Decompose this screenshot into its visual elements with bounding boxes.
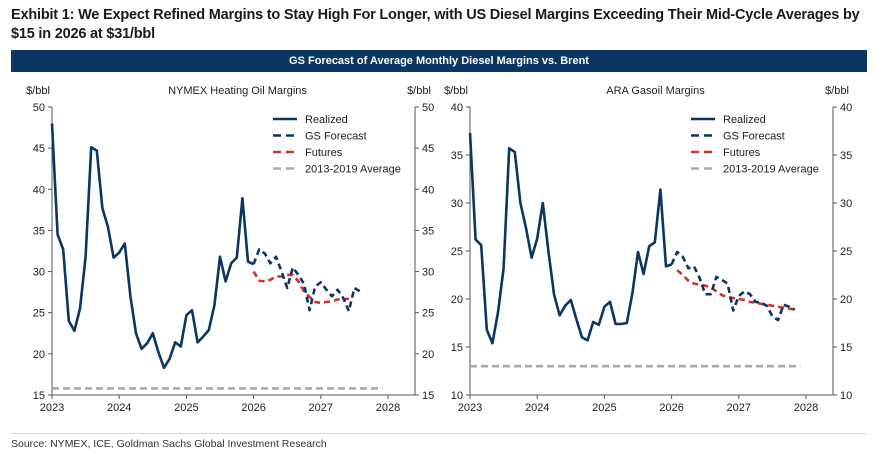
- ara-gasoil-chart: 10 10 15 15 20 20 25 25 30 30 35 35 40 40 2023 2024 2025…: [418, 76, 858, 416]
- y-tick-label-right: 50: [422, 102, 434, 114]
- series-line-gs-forecast: [252, 248, 361, 313]
- y-tick-label-right: 35: [422, 225, 434, 237]
- legend-label-gs-forecast: GS Forecast: [305, 131, 367, 143]
- y-tick-label-right: 20: [840, 294, 852, 306]
- chart-banner: GS Forecast of Average Monthly Diesel Ma…: [11, 50, 867, 72]
- y-tick-label-left: 50: [33, 102, 45, 114]
- y-tick-label-right: 10: [840, 390, 852, 402]
- y-tick-label-right: 15: [422, 390, 434, 402]
- legend-label-realized: Realized: [723, 114, 766, 126]
- x-tick-label: 2028: [376, 402, 400, 414]
- y-unit-label-left: $/bbl: [26, 85, 50, 97]
- y-tick-label-left: 30: [451, 198, 463, 210]
- y-tick-label-left: 25: [451, 246, 463, 258]
- y-tick-label-right: 30: [840, 198, 852, 210]
- source-note: Source: NYMEX, ICE, Goldman Sachs Global…: [11, 438, 327, 450]
- x-tick-label: 2026: [241, 402, 265, 414]
- x-tick-label: 2023: [40, 402, 64, 414]
- legend-label-2013-2019-average: 2013-2019 Average: [723, 164, 819, 176]
- x-tick-label: 2024: [107, 402, 131, 414]
- y-tick-label-right: 40: [422, 184, 434, 196]
- y-unit-label-left: $/bbl: [444, 85, 468, 97]
- chart-title: NYMEX Heating Oil Margins: [168, 85, 307, 97]
- y-tick-label-left: 40: [33, 184, 45, 196]
- x-tick-label: 2023: [458, 402, 482, 414]
- nymex-heating-oil-chart: 15 15 20 20 25 25 30 30 35 35 40 40 45 45 50 50 2023 2024…: [0, 76, 440, 416]
- x-tick-label: 2028: [794, 402, 818, 414]
- x-tick-label: 2025: [174, 402, 198, 414]
- y-tick-label-right: 25: [840, 246, 852, 258]
- y-tick-label-left: 20: [451, 294, 463, 306]
- y-unit-label-right: $/bbl: [407, 85, 431, 97]
- y-tick-label-left: 15: [451, 342, 463, 354]
- series-line-futures: [252, 270, 349, 305]
- y-tick-label-left: 30: [33, 267, 45, 279]
- y-tick-label-left: 40: [451, 102, 463, 114]
- y-tick-label-left: 20: [33, 349, 45, 361]
- y-tick-label-left: 25: [33, 308, 45, 320]
- y-unit-label-right: $/bbl: [825, 85, 849, 97]
- x-tick-label: 2026: [659, 402, 683, 414]
- footer-divider: [11, 433, 867, 434]
- y-tick-label-right: 45: [422, 143, 434, 155]
- series-line-realized: [468, 132, 673, 345]
- legend-label-realized: Realized: [305, 114, 348, 126]
- series-line-realized: [50, 123, 255, 370]
- x-tick-label: 2027: [727, 402, 751, 414]
- series-line-gs-forecast: [670, 250, 796, 322]
- y-tick-label-left: 35: [451, 150, 463, 162]
- y-tick-label-left: 10: [451, 390, 463, 402]
- chart-title: ARA Gasoil Margins: [606, 85, 705, 97]
- y-tick-label-right: 40: [840, 102, 852, 114]
- legend-label-gs-forecast: GS Forecast: [723, 131, 785, 143]
- y-tick-label-right: 20: [422, 349, 434, 361]
- y-tick-label-right: 30: [422, 267, 434, 279]
- legend-label-futures: Futures: [723, 147, 761, 159]
- x-tick-label: 2024: [525, 402, 549, 414]
- y-tick-label-right: 15: [840, 342, 852, 354]
- legend-label-2013-2019-average: 2013-2019 Average: [305, 164, 401, 176]
- y-tick-label-left: 35: [33, 225, 45, 237]
- series-line-futures: [676, 269, 796, 311]
- y-tick-label-left: 15: [33, 390, 45, 402]
- y-tick-label-right: 35: [840, 150, 852, 162]
- y-tick-label-left: 45: [33, 143, 45, 155]
- x-tick-label: 2025: [592, 402, 616, 414]
- y-tick-label-right: 25: [422, 308, 434, 320]
- x-tick-label: 2027: [309, 402, 333, 414]
- exhibit-title: Exhibit 1: We Expect Refined Margins to …: [11, 7, 860, 42]
- legend-label-futures: Futures: [305, 147, 343, 159]
